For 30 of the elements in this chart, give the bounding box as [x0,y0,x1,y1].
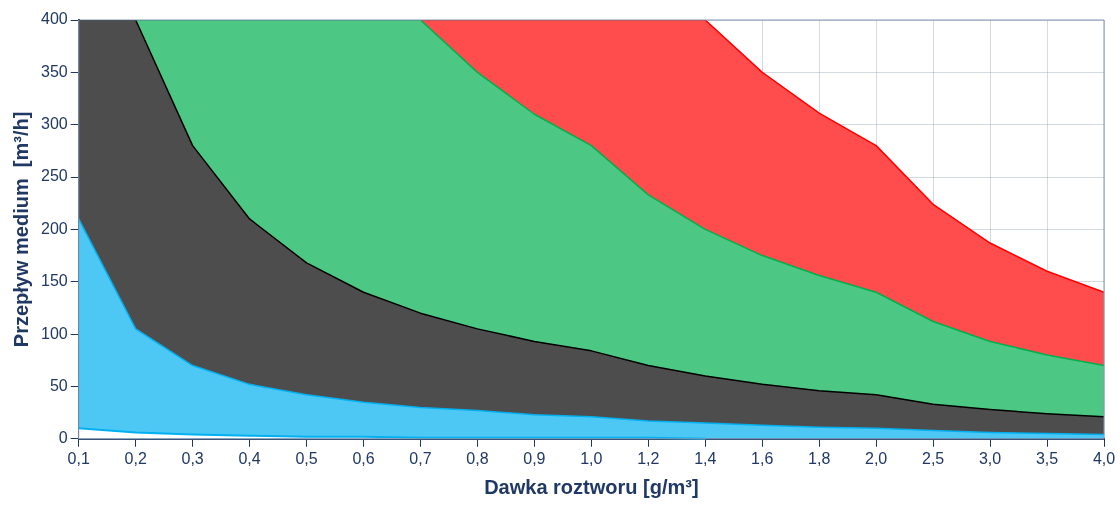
x-tick-label: 2,5 [921,449,945,467]
x-tick-label: 0,2 [124,449,147,467]
y-axis-title: Przepływ medium [m³/h] [9,111,32,348]
y-tick-label: 200 [40,219,68,237]
x-tick-label: 1,4 [694,449,717,467]
y-tick-label: 250 [40,167,68,185]
x-tick-label: 2,0 [865,449,888,467]
x-tick-label: 0,6 [352,449,375,467]
x-tick-label: 0,3 [181,449,204,467]
x-axis-title: Dawka roztworu [g/m³] [484,475,699,498]
x-tick-label: 3,5 [1035,449,1059,467]
x-tick-label: 0,1 [67,449,90,467]
y-tick-label: 350 [40,62,68,80]
x-tick-label: 0,7 [409,449,432,467]
x-tick-label: 0,9 [523,449,546,467]
y-tick-label: 50 [49,376,68,394]
x-tick-label: 1,2 [637,449,660,467]
x-tick-label: 0,4 [238,449,261,467]
x-tick-label: 3,0 [978,449,1002,467]
x-tick-label: 1,0 [580,449,603,467]
y-tick-label: 100 [40,324,68,342]
x-tick-label: 0,8 [466,449,489,467]
x-tick-label: 4,0 [1092,449,1116,467]
y-tick-label: 0 [58,429,68,447]
y-tick-label: 400 [40,10,68,28]
y-tick-label: 150 [40,272,68,290]
x-tick-label: 0,5 [295,449,318,467]
x-tick-label: 1,8 [808,449,831,467]
x-tick-label: 1,6 [751,449,774,467]
y-tick-label: 300 [40,115,68,133]
